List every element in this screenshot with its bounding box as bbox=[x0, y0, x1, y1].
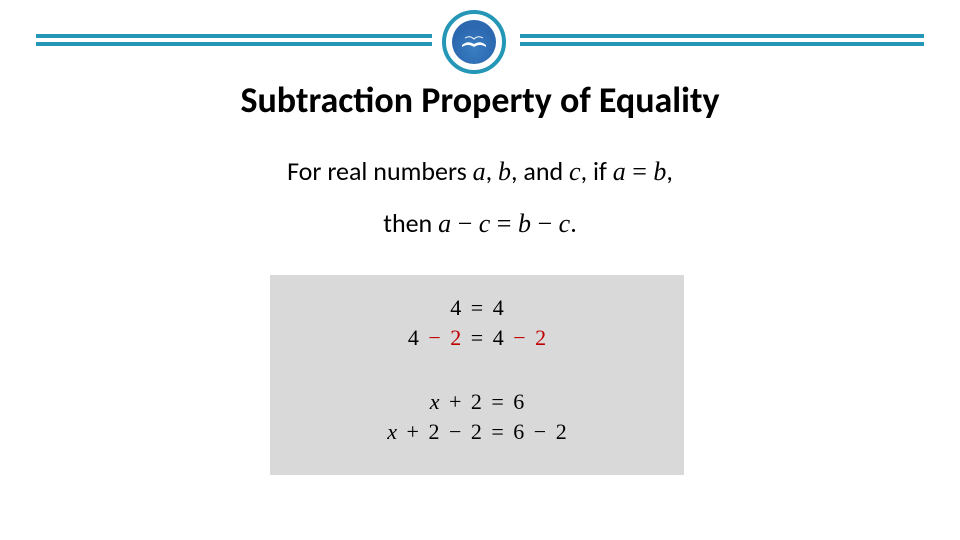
header-rule-segment bbox=[36, 34, 432, 38]
logo-inner bbox=[452, 20, 496, 64]
number: 2 bbox=[471, 389, 482, 414]
var-a: a bbox=[613, 157, 626, 186]
plus-sign: + bbox=[439, 389, 470, 414]
equation: x + 2 − 2 = 6 − 2 bbox=[270, 417, 684, 447]
equals-sign: = bbox=[626, 157, 654, 186]
var-a: a bbox=[473, 157, 486, 186]
number: 2 bbox=[535, 325, 546, 350]
text: then bbox=[383, 207, 438, 239]
text: . bbox=[570, 207, 577, 239]
text: For real numbers bbox=[287, 155, 473, 187]
number: 2 bbox=[471, 419, 482, 444]
equals-sign: = bbox=[482, 389, 513, 414]
text: , if bbox=[581, 155, 613, 187]
number: 2 bbox=[556, 419, 567, 444]
equation: 4 = 4 bbox=[270, 293, 684, 323]
var-c: c bbox=[569, 157, 581, 186]
example-group-2: x + 2 = 6 x + 2 − 2 = 6 − 2 bbox=[270, 387, 684, 446]
equals-sign: = bbox=[461, 295, 492, 320]
example-box: 4 = 4 4 − 2 = 4 − 2 x + 2 = 6 x + 2 − 2 … bbox=[270, 275, 684, 475]
minus-sign: − bbox=[524, 419, 555, 444]
example-group-1: 4 = 4 4 − 2 = 4 − 2 bbox=[270, 293, 684, 352]
number: 4 bbox=[408, 325, 419, 350]
number: 4 bbox=[493, 295, 504, 320]
var-x: x bbox=[430, 389, 440, 414]
number: 6 bbox=[513, 419, 524, 444]
school-seal-logo bbox=[442, 10, 506, 74]
var-b: b bbox=[498, 157, 511, 186]
minus-sign: − bbox=[531, 209, 559, 238]
statement-line-1: For real numbers a, b, and c, if a = b, bbox=[0, 155, 960, 187]
number: 2 bbox=[428, 419, 439, 444]
number: 4 bbox=[450, 295, 461, 320]
var-b: b bbox=[518, 209, 531, 238]
text: , bbox=[666, 155, 673, 187]
logo-ring bbox=[442, 10, 506, 74]
number: 4 bbox=[493, 325, 504, 350]
equals-sign: = bbox=[490, 209, 518, 238]
var-x: x bbox=[387, 419, 397, 444]
number: 6 bbox=[513, 389, 524, 414]
slide-title: Subtraction Property of Equality bbox=[0, 78, 960, 122]
statement-line-2: then a − c = b − c. bbox=[0, 207, 960, 239]
header-rule-segment bbox=[36, 42, 432, 46]
plus-sign: + bbox=[397, 419, 428, 444]
minus-sign: − bbox=[439, 419, 470, 444]
property-statement: For real numbers a, b, and c, if a = b, … bbox=[0, 155, 960, 239]
var-c: c bbox=[479, 209, 491, 238]
header-rule-segment bbox=[520, 42, 924, 46]
number: 2 bbox=[450, 325, 461, 350]
equals-sign: = bbox=[461, 325, 492, 350]
var-a: a bbox=[438, 209, 451, 238]
var-b: b bbox=[653, 157, 666, 186]
equation: 4 − 2 = 4 − 2 bbox=[270, 323, 684, 353]
text: , and bbox=[511, 155, 569, 187]
minus-sign: − bbox=[451, 209, 479, 238]
text: , bbox=[486, 155, 498, 187]
open-book-icon bbox=[461, 34, 487, 48]
header-rule-segment bbox=[520, 34, 924, 38]
equation: x + 2 = 6 bbox=[270, 387, 684, 417]
equals-sign: = bbox=[482, 419, 513, 444]
minus-sign: − bbox=[504, 325, 535, 350]
var-c: c bbox=[559, 209, 571, 238]
minus-sign: − bbox=[419, 325, 450, 350]
